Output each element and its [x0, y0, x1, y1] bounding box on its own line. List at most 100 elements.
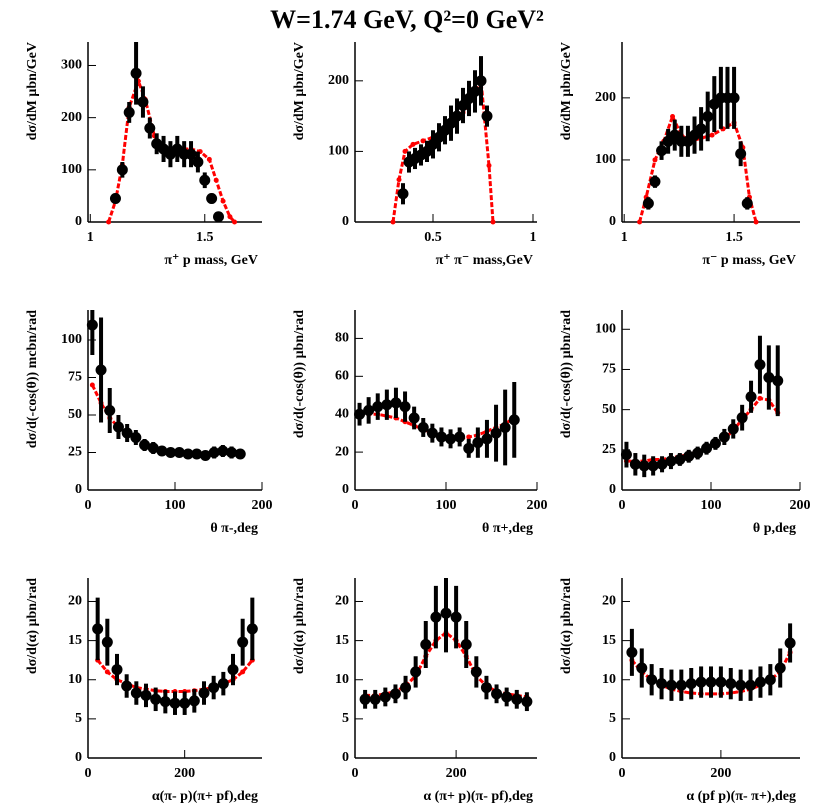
data-point: [363, 404, 375, 416]
data-point: [226, 447, 238, 458]
x-tick-label: 200: [252, 498, 273, 513]
data-point: [675, 679, 687, 691]
x-axis-label: α (π+ p)(π- pf),deg: [423, 789, 533, 804]
y-tick-label: 0: [342, 750, 349, 765]
model-point: [402, 148, 408, 154]
data-point: [629, 458, 641, 470]
y-tick-label: 200: [328, 73, 349, 88]
x-tick-label: 0: [352, 498, 359, 513]
data-point: [95, 364, 107, 376]
data-point: [408, 412, 420, 424]
data-point: [499, 421, 511, 433]
data-point: [130, 432, 142, 443]
data-point: [656, 458, 668, 470]
model-point: [466, 434, 472, 440]
data-point: [454, 431, 466, 443]
data-point: [469, 85, 481, 97]
data-point: [208, 447, 220, 458]
y-tick-label: 0: [342, 482, 349, 497]
x-tick-label: 100: [436, 498, 457, 513]
data-point: [435, 431, 447, 443]
data-point: [491, 688, 503, 700]
data-point: [620, 449, 632, 461]
y-tick-label: 200: [595, 90, 616, 105]
data-point: [501, 691, 513, 703]
data-point: [86, 319, 98, 331]
y-tick-label: 100: [595, 322, 616, 337]
data-point: [445, 433, 457, 445]
data-point: [745, 679, 757, 691]
data-point: [727, 423, 739, 435]
x-tick-label: 200: [710, 766, 731, 781]
x-axis-label: α(π- p)(π+ pf),deg: [152, 789, 258, 804]
data-point: [754, 676, 766, 688]
y-tick-label: 10: [68, 672, 82, 687]
data-point: [381, 399, 393, 411]
x-tick-label: 1: [530, 230, 537, 245]
data-point: [139, 439, 151, 451]
data-point: [150, 693, 162, 705]
y-tick-label: 0: [342, 214, 349, 229]
y-tick-label: 10: [602, 672, 616, 687]
model-point: [240, 669, 246, 675]
data-point: [709, 437, 721, 449]
model-point: [420, 138, 426, 144]
y-axis-label: dσ/dM μbn/GeV: [292, 42, 307, 140]
model-point: [104, 669, 110, 675]
data-point: [695, 123, 707, 135]
y-tick-label: 20: [335, 594, 349, 609]
model-point: [709, 132, 715, 138]
y-tick-label: 20: [68, 594, 82, 609]
model-point: [213, 177, 219, 183]
x-tick-label: 0: [619, 766, 626, 781]
y-axis-label: dσ/dM μbn/GeV: [559, 42, 574, 140]
data-point: [450, 611, 462, 623]
data-point: [784, 637, 796, 649]
y-tick-label: 25: [602, 442, 616, 457]
data-point: [192, 156, 204, 168]
y-tick-label: 100: [595, 152, 616, 167]
y-tick-label: 0: [75, 482, 82, 497]
data-point: [774, 662, 786, 674]
data-point: [451, 110, 463, 122]
x-axis-label: θ p,deg: [753, 521, 796, 536]
y-axis-label: dσ/d(α) μbn/rad: [292, 578, 307, 674]
data-point: [206, 193, 218, 205]
x-tick-label: 1: [87, 230, 94, 245]
x-axis-label: π⁺ π⁻ mass,GeV: [436, 253, 533, 268]
y-tick-label: 50: [602, 402, 616, 417]
data-point: [399, 401, 411, 413]
data-point: [116, 164, 128, 176]
data-point: [511, 693, 523, 705]
model-point: [390, 219, 396, 225]
data-point: [104, 405, 116, 416]
data-point: [665, 455, 677, 467]
y-tick-label: 0: [609, 750, 616, 765]
data-point: [130, 67, 142, 79]
data-point: [508, 414, 520, 426]
y-axis-label: dσ/d(α) μbn/rad: [559, 578, 574, 674]
data-point: [109, 193, 121, 205]
data-point: [754, 359, 766, 371]
data-point: [647, 460, 659, 472]
model-point: [753, 219, 759, 225]
data-point: [199, 174, 211, 186]
data-point: [718, 431, 730, 443]
model-curve: [90, 384, 241, 456]
data-point: [410, 666, 422, 678]
data-point: [674, 453, 686, 465]
data-point: [92, 623, 104, 635]
y-tick-label: 15: [68, 633, 82, 648]
x-axis-label: α (pf p)(π- π+),deg: [686, 789, 796, 804]
y-tick-label: 15: [335, 633, 349, 648]
data-point: [121, 427, 133, 439]
model-point: [232, 219, 238, 225]
data-point: [701, 442, 713, 454]
x-axis-label: π⁺ p mass, GeV: [164, 253, 258, 268]
x-axis-label: π⁻ p mass, GeV: [702, 253, 796, 268]
x-tick-label: 100: [165, 498, 186, 513]
data-point: [217, 445, 229, 457]
data-point: [521, 696, 533, 708]
data-point: [188, 695, 200, 707]
